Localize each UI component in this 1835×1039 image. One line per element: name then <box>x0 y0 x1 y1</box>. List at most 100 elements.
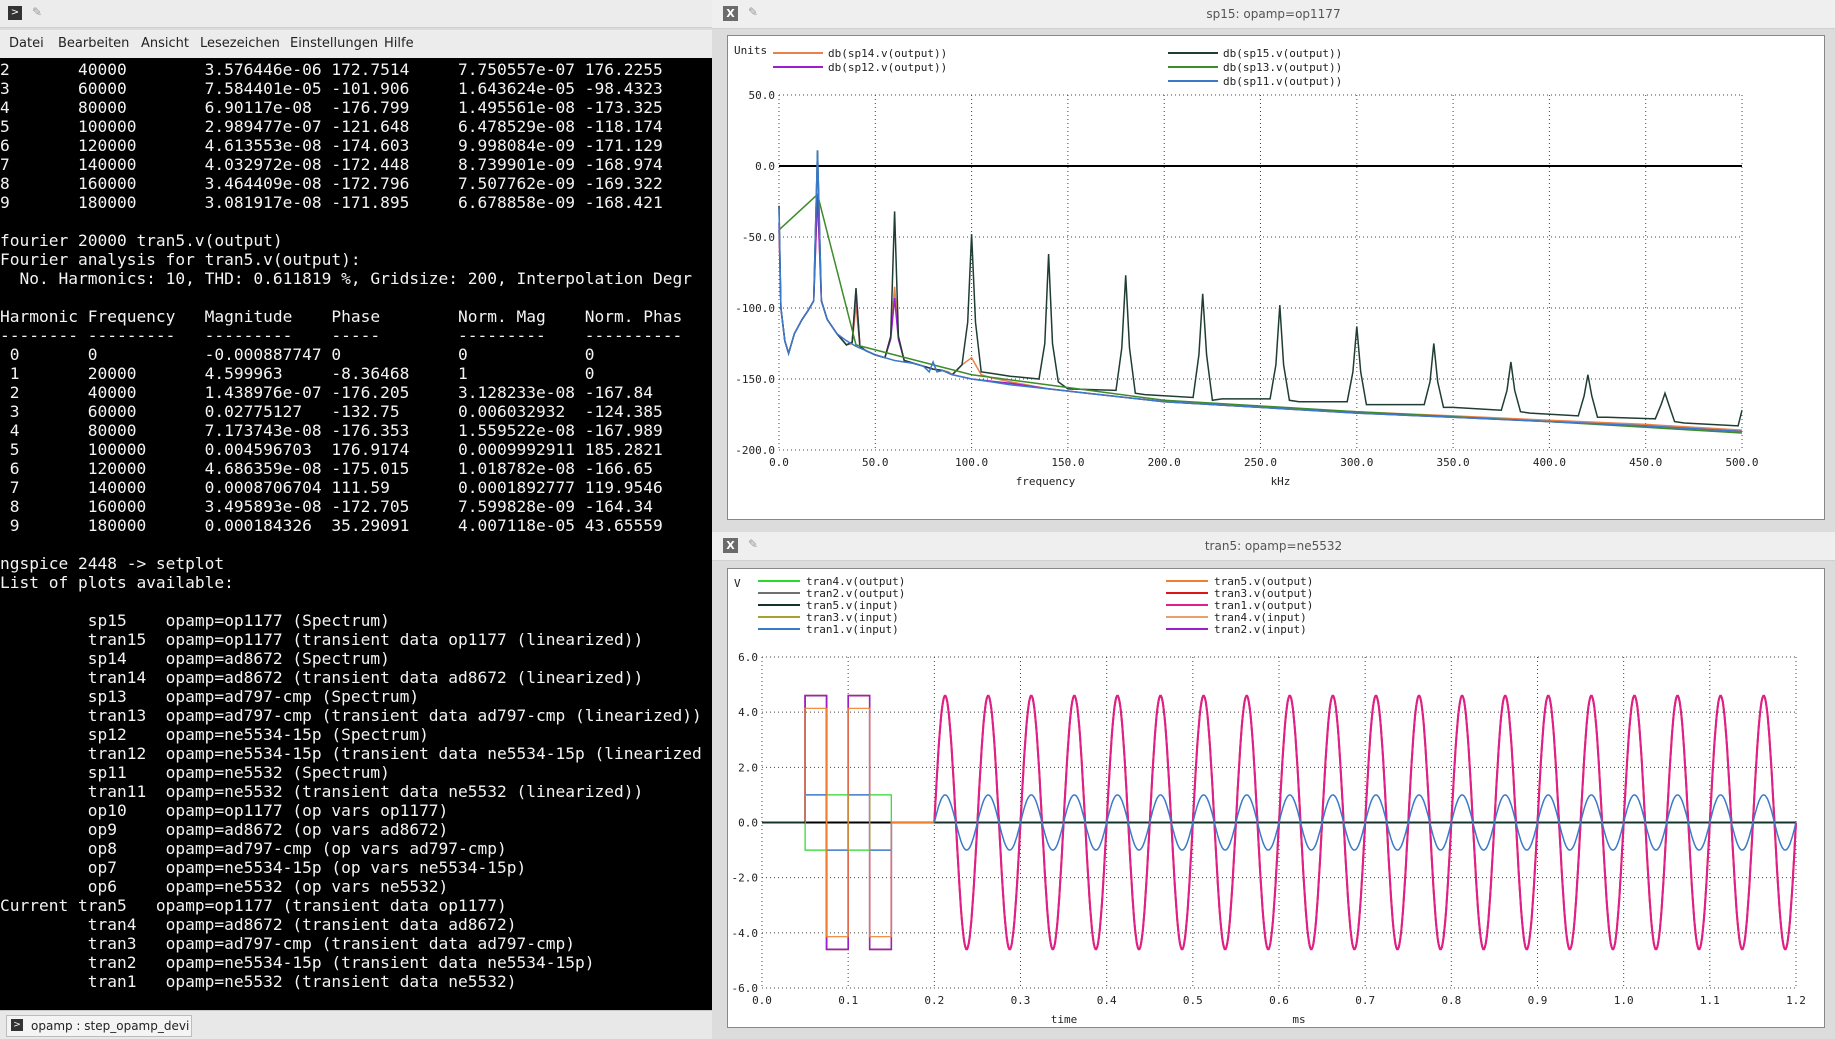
terminal-icon: > <box>11 1019 23 1031</box>
transient-plot-canvas[interactable]: 0.0 0.1 0.2 0.3 0.4 0.5 0.6 0.7 0.8 0.9 1.0 1.1 1.2 6… <box>727 568 1825 1028</box>
terminal-line: tran4 opamp=ad8672 (transient data ad867… <box>0 915 517 934</box>
terminal-line: sp13 opamp=ad797-cmp (Spectrum) <box>0 687 420 706</box>
x-axis-unit: ms <box>1292 1013 1305 1026</box>
transient-titlebar[interactable]: X ✎ tran5: opamp=ne5532 <box>712 532 1835 561</box>
terminal-app-icon[interactable]: > <box>8 6 22 20</box>
terminal-line: 9 180000 3.081917e-08 -171.895 6.678858e… <box>0 193 663 212</box>
terminal-line: op10 opamp=op1177 (op vars op1177) <box>0 801 449 820</box>
menu-datei[interactable]: Datei <box>9 36 44 51</box>
x-tick-label: 0.1 <box>838 994 858 1007</box>
pin-icon[interactable]: ✎ <box>748 537 759 551</box>
legend-label: tran4.v(input) <box>1214 611 1307 624</box>
x-axis-label: frequency <box>1016 475 1076 488</box>
terminal-line: sp11 opamp=ne5532 (Spectrum) <box>0 763 390 782</box>
x-tick-label: 350.0 <box>1437 456 1470 469</box>
x-tick-label: 0.7 <box>1355 994 1375 1007</box>
x-tick-label: 0.6 <box>1269 994 1289 1007</box>
menu-lesezeichen[interactable]: Lesezeichen <box>200 36 280 51</box>
x-tick-label: 0.0 <box>769 456 789 469</box>
x-tick-label: 0.3 <box>1011 994 1031 1007</box>
terminal-line: 9 180000 0.000184326 35.29091 4.007118e-… <box>0 516 663 535</box>
x-tick-label: 1.1 <box>1700 994 1720 1007</box>
terminal-line <box>0 288 712 307</box>
x-tick-label: 0.2 <box>924 994 944 1007</box>
legend-label: db(sp15.v(output)) <box>1223 47 1342 60</box>
y-tick-label: 0.0 <box>755 160 775 173</box>
terminal-line <box>0 592 712 611</box>
y-axis-label: Units <box>734 44 767 57</box>
legend-label: tran4.v(output) <box>806 575 905 588</box>
series-line <box>778 150 1743 433</box>
x-tick-label: 1.2 <box>1786 994 1806 1007</box>
terminal-line: 6 120000 4.613553e-08 -174.603 9.998084e… <box>0 136 663 155</box>
y-axis-label: V <box>734 577 741 590</box>
x-tick-label: 0.0 <box>752 994 772 1007</box>
pin-icon[interactable]: ✎ <box>32 5 43 19</box>
terminal-output[interactable]: 2 40000 3.576446e-06 172.7514 7.750557e-… <box>0 58 712 1010</box>
terminal-line: 5 100000 0.004596703 176.9174 0.00099929… <box>0 440 663 459</box>
terminal-line: 4 80000 6.90117e-08 -176.799 1.495561e-0… <box>0 98 663 117</box>
terminal-line: op8 opamp=ad797-cmp (op vars ad797-cmp) <box>0 839 507 858</box>
terminal-line: 6 120000 4.686359e-08 -175.015 1.018782e… <box>0 459 653 478</box>
terminal-line: 2 40000 3.576446e-06 172.7514 7.750557e-… <box>0 60 663 79</box>
terminal-line: tran2 opamp=ne5534-15p (transient data n… <box>0 953 595 972</box>
transient-plot-window: X ✎ tran5: opamp=ne5532 0.0 0.1 0.2 0.3 0.4 0… <box>712 532 1835 1038</box>
terminal-line: fourier 20000 tran5.v(output) <box>0 231 283 250</box>
menu-ansicht[interactable]: Ansicht <box>141 36 190 51</box>
terminal-line: tran3 opamp=ad797-cmp (transient data ad… <box>0 934 575 953</box>
terminal-line: tran15 opamp=op1177 (transient data op11… <box>0 630 644 649</box>
menu-einstellungen[interactable]: Einstellungen <box>290 36 379 51</box>
terminal-line <box>0 212 712 231</box>
terminal-line: Current tran5 opamp=op1177 (transient da… <box>0 896 507 915</box>
x11-icon[interactable]: X <box>723 6 738 21</box>
terminal-line: 7 140000 4.032972e-08 -172.448 8.739901e… <box>0 155 663 174</box>
y-tick-label: 6.0 <box>738 651 758 664</box>
spectrum-titlebar[interactable]: X ✎ sp15: opamp=op1177 <box>712 0 1835 29</box>
series-line <box>762 707 935 938</box>
legend-label: tran2.v(output) <box>806 587 905 600</box>
taskbar-item-terminal[interactable]: > opamp : step_opamp_devi <box>6 1015 192 1037</box>
x-tick-label: 0.9 <box>1528 994 1548 1007</box>
legend-label: tran2.v(input) <box>1214 623 1307 636</box>
legend-label: tran3.v(input) <box>806 611 899 624</box>
terminal-line: tran13 opamp=ad797-cmp (transient data a… <box>0 706 702 725</box>
terminal-line: tran1 opamp=ne5532 (transient data ne553… <box>0 972 517 991</box>
y-tick-label: -2.0 <box>732 872 759 885</box>
terminal-line: 0 0 -0.000887747 0 0 0 <box>0 345 595 364</box>
y-tick-label: -150.0 <box>735 373 775 386</box>
y-tick-label: -4.0 <box>732 927 759 940</box>
terminal-line: 7 140000 0.0008706704 111.59 0.000189277… <box>0 478 663 497</box>
spectrum-plot-canvas[interactable]: 0.0 50.0 100.0 150.0 200.0 250.0 300.0 350.0 400… <box>727 35 1825 520</box>
terminal-line: op7 opamp=ne5534-15p (op vars ne5534-15p… <box>0 858 527 877</box>
terminal-line: No. Harmonics: 10, THD: 0.611819 %, Grid… <box>0 269 692 288</box>
legend-label: tran1.v(input) <box>806 623 899 636</box>
terminal-line: 8 160000 3.495893e-08 -172.705 7.599828e… <box>0 497 653 516</box>
taskbar: > opamp : step_opamp_devi <box>0 1010 712 1039</box>
legend-label: tran1.v(output) <box>1214 599 1313 612</box>
menu-hilfe[interactable]: Hilfe <box>384 36 414 51</box>
terminal-line: tran14 opamp=ad8672 (transient data ad86… <box>0 668 644 687</box>
taskbar-item-label: opamp : step_opamp_devi <box>31 1019 190 1033</box>
terminal-line: 3 60000 7.584401e-05 -101.906 1.643624e-… <box>0 79 663 98</box>
x-tick-label: 0.8 <box>1441 994 1461 1007</box>
legend-label: tran5.v(output) <box>1214 575 1313 588</box>
x-axis-unit: kHz <box>1271 475 1291 488</box>
spectrum-chart: 0.0 50.0 100.0 150.0 200.0 250.0 300.0 350.0 400… <box>734 44 1759 488</box>
window-title: sp15: opamp=op1177 <box>1206 7 1341 21</box>
terminal-line: tran12 opamp=ne5534-15p (transient data … <box>0 744 702 763</box>
x-tick-label: 250.0 <box>1244 456 1277 469</box>
y-tick-label: 50.0 <box>749 89 776 102</box>
terminal-line: ngspice 2448 -> setplot <box>0 554 225 573</box>
series-line <box>778 150 1743 427</box>
x-tick-label: 300.0 <box>1340 456 1373 469</box>
terminal-line: -------- --------- --------- ----- -----… <box>0 326 683 345</box>
terminal-titlebar[interactable]: > ✎ <box>0 0 712 28</box>
x11-icon[interactable]: X <box>723 538 738 553</box>
pin-icon[interactable]: ✎ <box>748 5 759 19</box>
menu-bearbeiten[interactable]: Bearbeiten <box>58 36 130 51</box>
x-tick-label: 150.0 <box>1051 456 1084 469</box>
x-tick-label: 400.0 <box>1533 456 1566 469</box>
spectrum-plot-window: X ✎ sp15: opamp=op1177 0.0 50.0 100.0 150.0… <box>712 0 1835 532</box>
x-tick-label: 200.0 <box>1148 456 1181 469</box>
y-tick-label: -6.0 <box>732 982 759 995</box>
